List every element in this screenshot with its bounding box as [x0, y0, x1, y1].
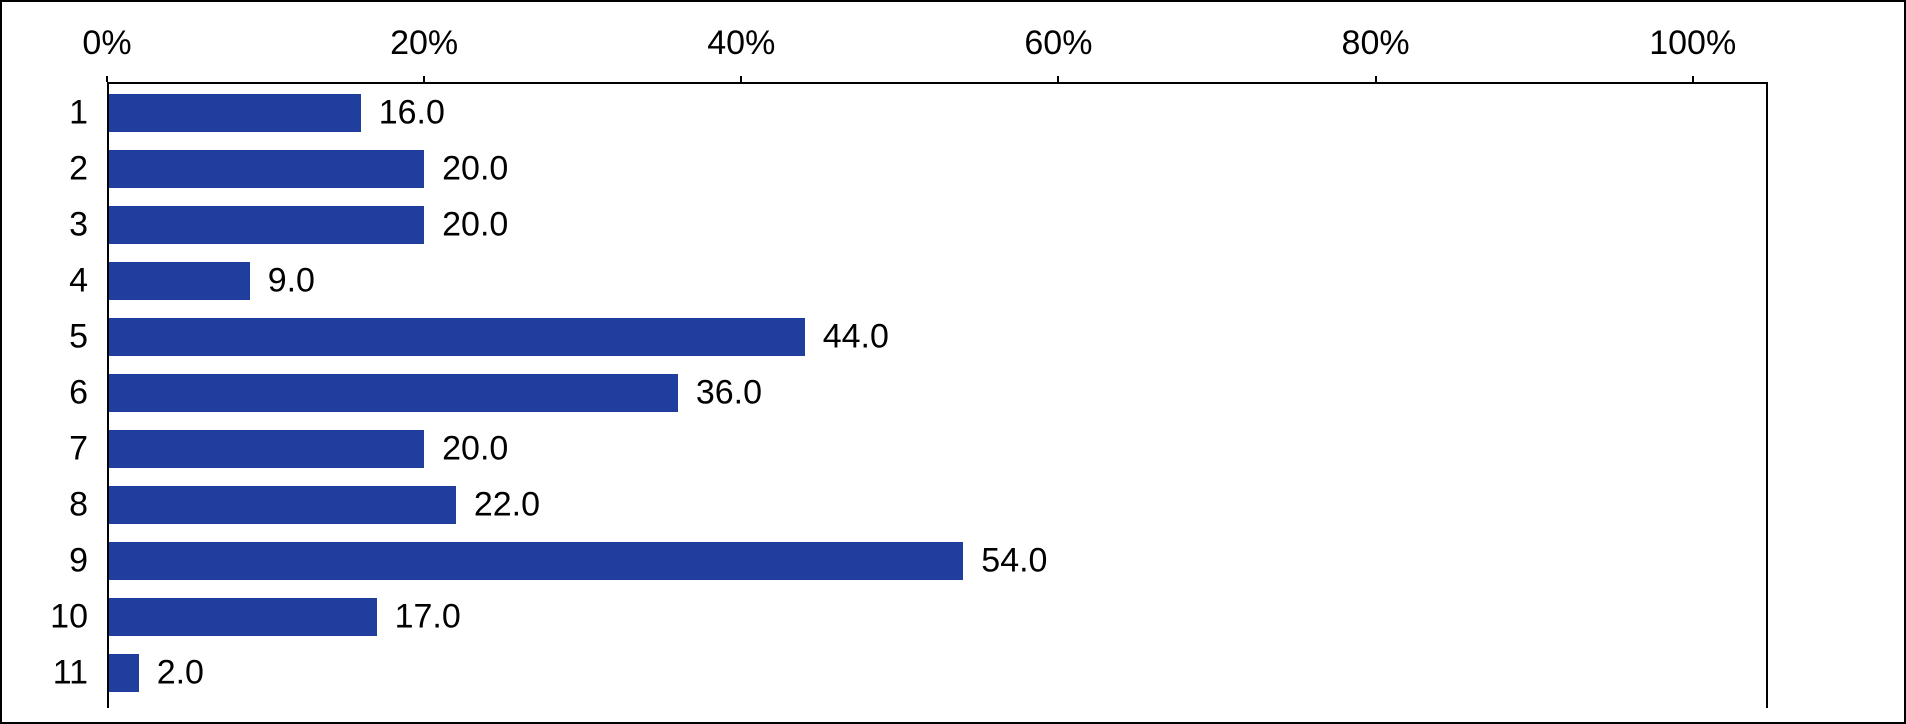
bar [109, 150, 424, 188]
bars-region: 116.0220.0320.049.0544.0636.0720.0822.09… [2, 82, 1904, 708]
x-tick-label: 40% [707, 24, 775, 63]
category-label: 10 [28, 598, 88, 637]
value-label: 20.0 [442, 206, 508, 245]
bar [109, 94, 361, 132]
category-label: 3 [28, 206, 88, 245]
bar-row: 954.0 [2, 542, 1904, 580]
x-tick-label: 60% [1024, 24, 1092, 63]
value-label: 20.0 [442, 150, 508, 189]
bar [109, 374, 678, 412]
bar-row: 49.0 [2, 262, 1904, 300]
x-tick-mark [1692, 76, 1694, 82]
bar-row: 720.0 [2, 430, 1904, 468]
category-label: 11 [28, 654, 88, 693]
x-tick-label: 100% [1649, 24, 1736, 63]
category-label: 5 [28, 318, 88, 357]
bar [109, 542, 963, 580]
value-label: 22.0 [474, 486, 540, 525]
category-label: 8 [28, 486, 88, 525]
bar-row: 544.0 [2, 318, 1904, 356]
bar-row: 320.0 [2, 206, 1904, 244]
bar [109, 430, 424, 468]
bar-row: 220.0 [2, 150, 1904, 188]
category-label: 9 [28, 542, 88, 581]
x-tick-mark [740, 76, 742, 82]
bar [109, 206, 424, 244]
x-tick-label: 80% [1342, 24, 1410, 63]
category-label: 4 [28, 262, 88, 301]
x-tick-label: 0% [82, 24, 131, 63]
x-tick-label: 20% [390, 24, 458, 63]
bar-row: 10 17.0 [2, 598, 1904, 636]
value-label: 20.0 [442, 430, 508, 469]
category-label: 7 [28, 430, 88, 469]
category-label: 1 [28, 94, 88, 133]
x-tick-mark [423, 76, 425, 82]
bar-row: 636.0 [2, 374, 1904, 412]
bar-row: 116.0 [2, 94, 1904, 132]
x-tick-mark [1375, 76, 1377, 82]
x-axis-labels: 0% 20% 40% 60% 80% 100% [2, 2, 1904, 82]
value-label: 2.0 [157, 654, 204, 693]
bar [109, 654, 139, 692]
value-label: 9.0 [268, 262, 315, 301]
bar [109, 598, 377, 636]
x-tick-mark [106, 76, 108, 82]
value-label: 54.0 [981, 542, 1047, 581]
bar-row: 112.0 [2, 654, 1904, 692]
bar [109, 486, 456, 524]
bar [109, 318, 805, 356]
category-label: 6 [28, 374, 88, 413]
value-label: 44.0 [823, 318, 889, 357]
value-label: 36.0 [696, 374, 762, 413]
value-label: 16.0 [379, 94, 445, 133]
value-label: 17.0 [395, 598, 461, 637]
bar [109, 262, 250, 300]
bar-chart: 0%20%40%60%80%100% 116.0220.0320.049.054… [0, 0, 1906, 724]
category-label: 2 [28, 150, 88, 189]
bar-row: 822.0 [2, 486, 1904, 524]
x-tick-mark [1057, 76, 1059, 82]
